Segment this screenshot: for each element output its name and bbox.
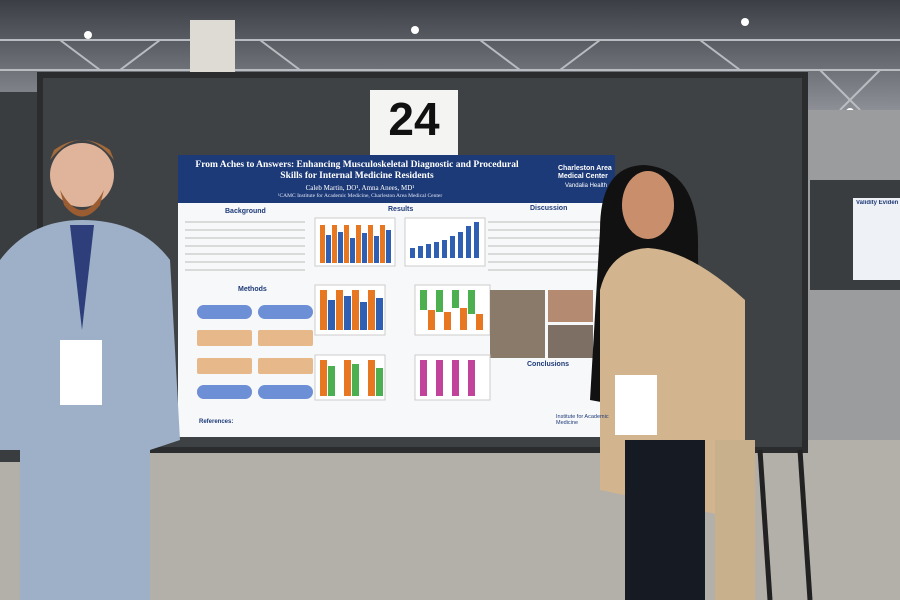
tube <box>715 440 755 600</box>
woman <box>590 165 745 600</box>
trusses <box>0 39 900 111</box>
neighbor-title: Validity Eviden <box>856 200 899 206</box>
logo-name: Charleston Area Medical Center <box>558 165 612 180</box>
poster-header <box>178 155 615 203</box>
section-heading: Results <box>388 206 414 213</box>
logo-parent: Vandalia Health <box>565 183 607 189</box>
stand-leg <box>757 449 773 600</box>
neighbor-poster <box>853 198 900 280</box>
number-card <box>370 90 458 157</box>
section-heading: Methods <box>238 286 267 293</box>
poster-affiliation: ¹CAMC Institute for Academic Medicine, C… <box>277 193 443 199</box>
poster-title: From Aches to Answers: Enhancing Musculo… <box>195 160 519 181</box>
poster-figures <box>185 217 608 401</box>
man <box>0 140 180 600</box>
footer-logo: Institute for Academic Medicine <box>556 414 609 426</box>
section-heading: References: <box>199 419 234 425</box>
stand-leg <box>797 449 813 600</box>
booth-number: 24 <box>388 93 440 145</box>
section-heading: Background <box>225 208 266 215</box>
section-heading: Discussion <box>530 205 568 212</box>
section-heading: Conclusions <box>527 361 570 368</box>
poster-authors: Caleb Martin, DO¹, Amna Anees, MD¹ <box>305 184 415 192</box>
